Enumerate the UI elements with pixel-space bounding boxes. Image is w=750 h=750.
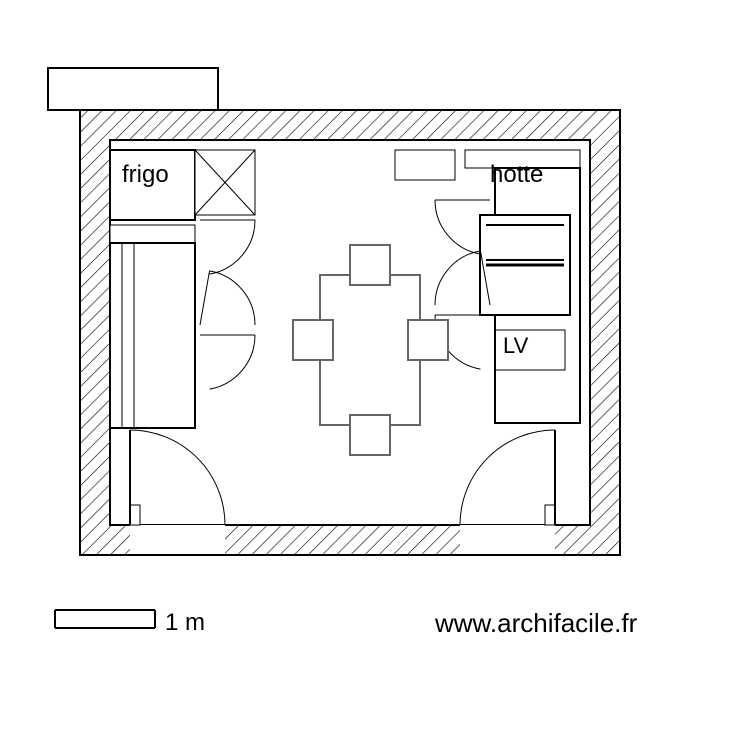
svg-text:LV: LV — [503, 333, 529, 358]
svg-text:hotte: hotte — [490, 161, 543, 188]
svg-text:1 m: 1 m — [165, 609, 205, 636]
svg-text:www.archifacile.fr: www.archifacile.fr — [434, 608, 638, 638]
svg-text:frigo: frigo — [122, 161, 169, 188]
